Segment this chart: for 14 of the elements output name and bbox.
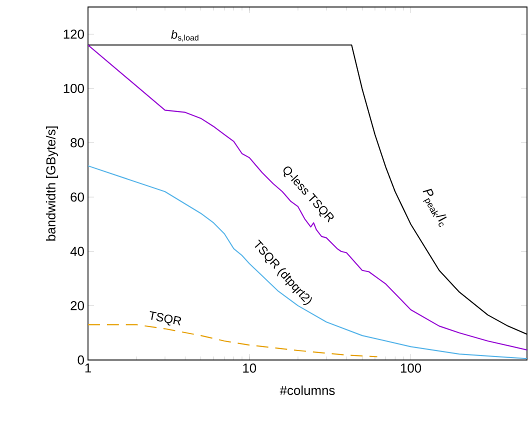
x-axis-title: #columns: [280, 386, 335, 396]
y-tick-label: 120: [64, 30, 84, 39]
text: TSQR: [150, 311, 182, 326]
x-tick-label: 100: [400, 364, 422, 373]
x-tick-label: 1: [85, 364, 91, 372]
x-tick-label: 10: [243, 364, 256, 373]
y-tick-label: 80: [70, 138, 84, 148]
y-axis-title: bandwidth [GByte/s]: [46, 126, 58, 241]
y-tick-label: 20: [70, 301, 84, 310]
annotation: b$_{s,load}$: [171, 30, 198, 42]
y-tick-label: 0: [78, 355, 84, 365]
y-tick-label: 60: [70, 192, 84, 202]
y-tick-label: 40: [70, 246, 84, 256]
y-tick-label: 100: [64, 84, 84, 94]
